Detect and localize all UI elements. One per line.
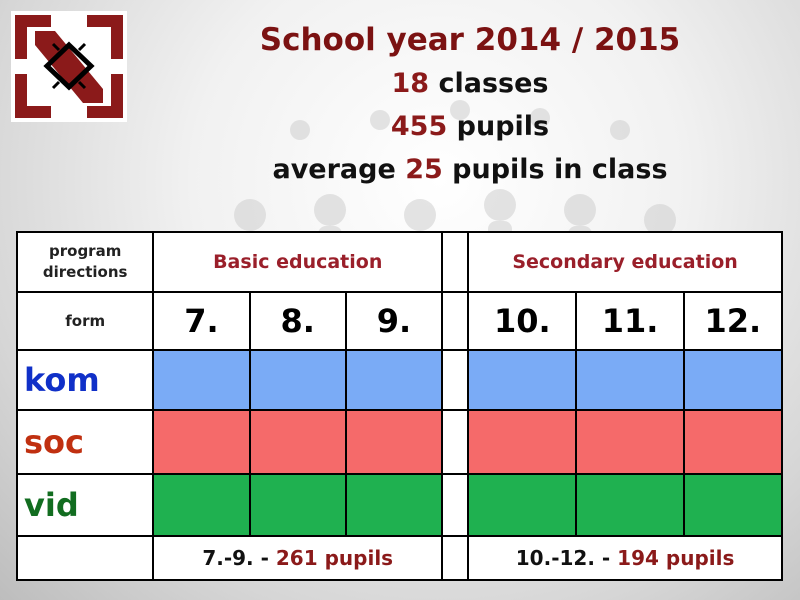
cell-vid — [682, 473, 784, 537]
program-table: program directions Basic education Secon… — [15, 231, 784, 581]
spacer-cell — [441, 291, 470, 351]
average-suffix: pupils in class — [452, 154, 668, 185]
cell-vid — [344, 473, 444, 537]
basic-summary-prefix: 7.-9. - — [202, 546, 269, 570]
secondary-summary: 10.-12. - 194 pupils — [467, 535, 783, 581]
spacer-cell — [441, 409, 470, 475]
pupils-text: pupils — [456, 111, 550, 142]
cell-vid — [575, 473, 685, 537]
cell-soc — [575, 409, 685, 475]
form-9: 9. — [344, 291, 444, 351]
spacer-cell — [441, 535, 470, 581]
summary-row: 7.-9. - 261 pupils 10.-12. - 194 pupils — [15, 535, 783, 581]
cell-kom — [575, 349, 685, 411]
cell-soc — [248, 409, 347, 475]
cell-vid — [467, 473, 578, 537]
spacer-cell — [441, 231, 470, 293]
form-7: 7. — [152, 291, 251, 351]
secondary-summary-prefix: 10.-12. - — [515, 546, 611, 570]
pupils-line: 455 pupils — [150, 105, 790, 148]
average-prefix: average — [272, 154, 396, 185]
program-row-vid: vid — [15, 473, 784, 537]
cell-kom — [682, 349, 784, 411]
page-title: School year 2014 / 2015 — [259, 22, 681, 58]
summary-empty-cell — [15, 535, 155, 581]
cell-vid — [152, 473, 251, 537]
cell-kom — [248, 349, 347, 411]
secondary-education-header: Secondary education — [467, 231, 783, 293]
classes-text: classes — [438, 68, 549, 99]
spacer-cell — [441, 349, 470, 411]
form-row: form 7. 8. 9. 10. 11. 12. — [15, 291, 784, 351]
cell-soc — [152, 409, 251, 475]
header-row: program directions Basic education Secon… — [15, 231, 783, 293]
spacer-cell — [441, 473, 470, 537]
cell-kom — [344, 349, 444, 411]
average-line: average 25 pupils in class — [150, 148, 790, 191]
classes-line: 18 classes — [150, 62, 790, 105]
form-8: 8. — [248, 291, 347, 351]
secondary-summary-value: 194 pupils — [617, 546, 735, 570]
program-label-soc: soc — [15, 409, 155, 475]
average-count: 25 — [405, 154, 443, 185]
pupils-count: 455 — [390, 111, 448, 142]
cell-vid — [248, 473, 347, 537]
cell-kom — [152, 349, 251, 411]
program-directions-label: program directions — [15, 231, 155, 293]
basic-education-header: Basic education — [152, 231, 444, 293]
header: School year 2014 / 2015 18 classes 455 p… — [150, 18, 790, 191]
basic-summary-value: 261 pupils — [275, 546, 394, 570]
form-10: 10. — [467, 291, 578, 351]
cell-kom — [467, 349, 578, 411]
basic-summary: 7.-9. - 261 pupils — [152, 535, 444, 581]
school-logo — [11, 11, 127, 122]
logo-emblem-icon — [15, 15, 123, 118]
cell-soc — [682, 409, 784, 475]
form-12: 12. — [682, 291, 784, 351]
program-label-kom: kom — [15, 349, 155, 411]
cell-soc — [467, 409, 578, 475]
program-label-vid: vid — [15, 473, 155, 537]
program-row-kom: kom — [15, 349, 784, 411]
program-row-soc: soc — [15, 409, 784, 475]
cell-soc — [344, 409, 444, 475]
form-11: 11. — [575, 291, 685, 351]
classes-count: 18 — [391, 68, 430, 99]
form-label: form — [15, 291, 155, 351]
